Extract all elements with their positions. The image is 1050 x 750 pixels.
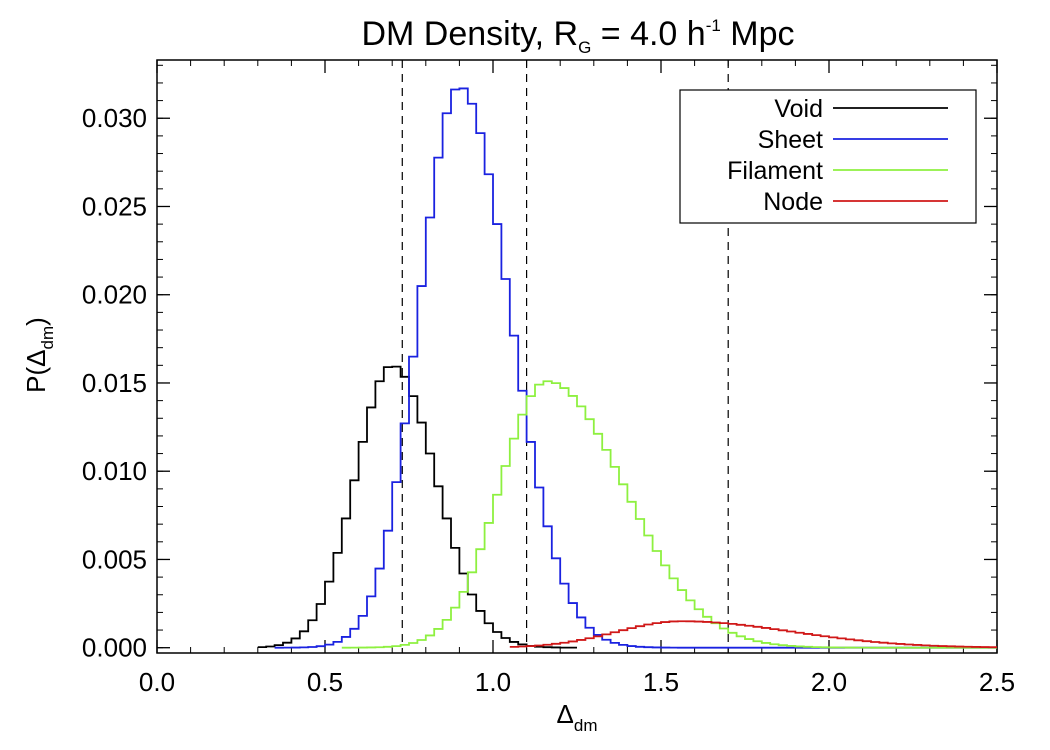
y-tick-label: 0.020	[82, 280, 147, 310]
plot-frame	[156, 59, 998, 654]
y-tick-label: 0.000	[82, 633, 147, 663]
x-tick-label: 0.5	[307, 667, 343, 697]
series-void	[257, 365, 577, 649]
chart-title: DM Density, RG = 4.0 h-1 Mpc	[361, 15, 794, 57]
y-tick-label: 0.030	[82, 103, 147, 133]
y-tick-label: 0.015	[82, 368, 147, 398]
legend-label-filament: Filament	[727, 157, 823, 185]
series-lines	[257, 87, 997, 649]
x-tick-label: 2.0	[811, 667, 847, 697]
legend-label-void: Void	[774, 95, 823, 123]
legend-entries: Void Sheet Filament Node	[727, 95, 948, 216]
major-ticks	[156, 60, 998, 653]
legend-label-sheet: Sheet	[758, 126, 823, 154]
y-tick-label: 0.010	[82, 456, 147, 486]
legend-label-node: Node	[763, 188, 823, 216]
x-tick-labels: 0.0 0.5 1.0 1.5 2.0 2.5	[139, 667, 1015, 697]
y-tick-labels: 0.000 0.005 0.010 0.015 0.020 0.025 0.030	[82, 103, 147, 662]
x-tick-label: 1.0	[475, 667, 511, 697]
y-tick-label: 0.005	[82, 544, 147, 574]
legend-box	[679, 89, 977, 224]
threshold-lines	[401, 60, 729, 653]
series-node	[509, 620, 997, 649]
x-axis-label: Δdm	[557, 699, 598, 735]
y-tick-label: 0.025	[82, 191, 147, 221]
series-filament	[341, 380, 997, 649]
legend: Void Sheet Filament Node	[679, 89, 977, 224]
x-tick-label: 1.5	[643, 667, 679, 697]
y-axis-label: P(Δdm)	[21, 317, 57, 393]
x-tick-label: 2.5	[979, 667, 1015, 697]
x-tick-label: 0.0	[139, 667, 175, 697]
